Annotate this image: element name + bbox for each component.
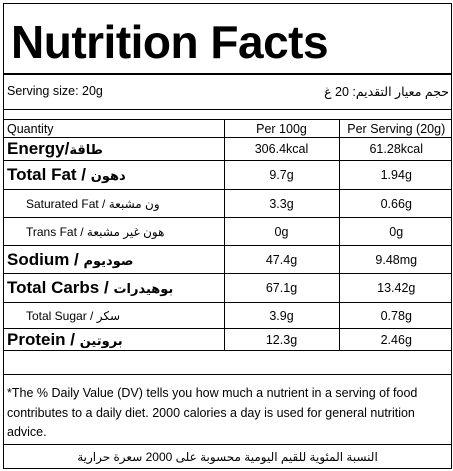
value-per100: 9.7g [223,160,339,190]
table-row-total-fat: Total Fat / دهون 9.7g 1.94g [4,160,451,190]
serving-size-en: Serving size: 20g [7,84,103,98]
daily-value-footnote: *The % Daily Value (DV) tells you how mu… [7,386,418,439]
nutrient-label: Sodium / صوديوم [4,245,224,274]
header-quantity: Quantity [4,120,224,138]
nutrient-label: Total Carbs / بوهيدرات [4,273,224,303]
value-per-serving: 0g [338,217,451,246]
nutrient-name-ar: بروتين [79,332,123,348]
value-per-serving: 9.48mg [338,245,451,274]
header-per-serving: Per Serving (20g) [338,120,451,138]
nutrient-label: Energy/طاقة [4,137,224,161]
value-per100: 12.3g [223,328,339,351]
table-row-total-carbs: Total Carbs / بوهيدرات 67.1g 13.42g [4,273,451,303]
nutrient-name-ar: سكر [96,308,121,323]
nutrition-table: Quantity Per 100g Per Serving (20g) Ener… [4,120,451,351]
table-header-row: Quantity Per 100g Per Serving (20g) [4,120,451,138]
nutrient-label: Saturated Fat / ون مشبعة [4,189,224,218]
nutrient-name-ar: بوهيدرات [113,281,174,296]
value-per-serving: 1.94g [338,160,451,190]
page-title: Nutrition Facts [11,16,329,68]
nutrition-facts-panel: Nutrition Facts Serving size: 20g حجم مع… [3,3,452,469]
serving-size: Serving size: 20g حجم معيار التقديم: 20 … [4,75,451,109]
nutrient-label: Protein / بروتين [4,328,224,351]
value-per-serving: 2.46g [338,328,451,351]
table-row-trans-fat: Trans Fat / هون غير مشبعة 0g 0g [4,217,451,246]
serving-size-ar: حجم معيار التقديم: 20 غ [324,85,449,99]
daily-value-footnote-ar: النسبة المئوية للقيم اليومية محسوبة على … [77,450,378,464]
divider [4,119,451,120]
nutrient-name-en: Protein / [7,329,80,349]
value-per-serving: 13.42g [338,273,451,303]
nutrient-name-ar: ون مشبعة [108,196,160,211]
nutrient-name-ar: دهون [90,168,126,183]
table-row-protein: Protein / بروتين 12.3g 2.46g [4,328,451,351]
nutrient-name-en: Total Sugar / [26,308,97,323]
value-per100: 67.1g [223,273,339,303]
nutrient-name-en: Total Carbs / [7,278,114,297]
nutrient-name-en: Sodium / [7,249,84,269]
nutrient-label: Total Fat / دهون [4,160,224,190]
value-per100: 306.4kcal [223,137,339,161]
header-per100: Per 100g [223,120,339,138]
value-per-serving: 61.28kcal [338,137,451,161]
table-row-saturated-fat: Saturated Fat / ون مشبعة 3.3g 0.66g [4,189,451,218]
value-per100: 0g [223,217,339,246]
table-row-energy: Energy/طاقة 306.4kcal 61.28kcal [4,137,451,161]
value-per100: 3.3g [223,189,339,218]
nutrient-name-en: Saturated Fat / [26,196,109,211]
nutrient-label: Total Sugar / سكر [4,302,224,329]
table-row-sodium: Sodium / صوديوم 47.4g 9.48mg [4,245,451,274]
value-per-serving: 0.78g [338,302,451,329]
table-row-total-sugar: Total Sugar / سكر 3.9g 0.78g [4,302,451,329]
value-per100: 47.4g [223,245,339,274]
nutrient-name-en: Trans Fat / [26,224,87,239]
divider [4,73,451,75]
nutrient-name-en: Total Fat / [7,165,91,184]
nutrient-label: Trans Fat / هون غير مشبعة [4,217,224,246]
divider [4,109,451,110]
nutrient-name-ar: طاقة [69,142,103,157]
nutrient-name-ar: هون غير مشبعة [86,224,165,239]
divider [4,374,451,375]
nutrient-name-ar: صوديوم [83,252,134,268]
divider [4,444,451,445]
value-per100: 3.9g [223,302,339,329]
value-per-serving: 0.66g [338,189,451,218]
nutrient-name-en: Energy/ [7,139,70,158]
